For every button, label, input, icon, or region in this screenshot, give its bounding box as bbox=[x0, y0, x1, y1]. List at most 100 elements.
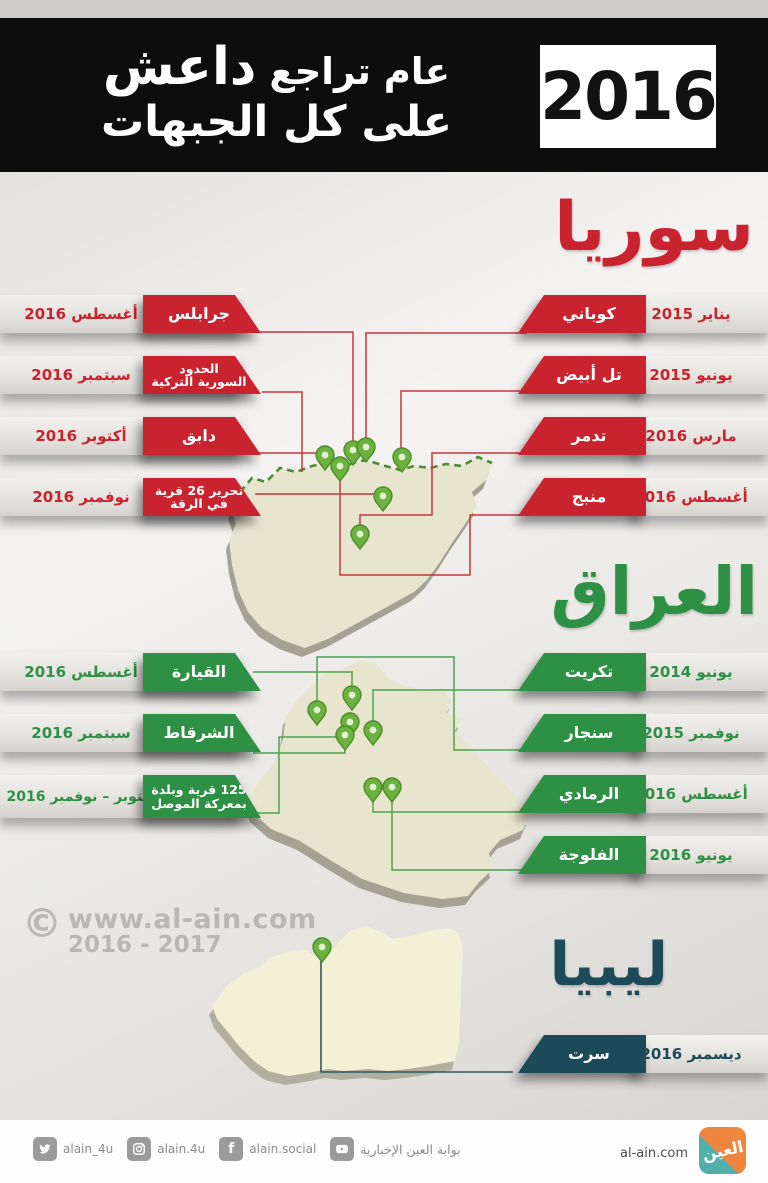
event-date: سبتمبر 2016 bbox=[31, 724, 131, 742]
site-url[interactable]: al-ain.com bbox=[620, 1146, 688, 1161]
event-place: تدمر bbox=[518, 417, 646, 455]
section-title-syria: سوريا bbox=[554, 188, 754, 267]
copyright-icon: © bbox=[22, 901, 62, 947]
event-date: نوفمبر 2015 bbox=[642, 724, 740, 742]
social-handle: alain_4u bbox=[63, 1142, 114, 1156]
pin bbox=[363, 777, 383, 804]
event-row-tikrit: يونيو 2014 تكريت bbox=[518, 653, 768, 691]
row-bar bbox=[630, 356, 768, 394]
pin bbox=[342, 685, 362, 712]
event-row-sirte: ديسمبر 2016 سرت bbox=[518, 1035, 768, 1073]
event-row-dabiq: أكتوبر 2016 دابق bbox=[0, 417, 255, 455]
event-date: أكتوبر 2016 bbox=[35, 427, 127, 445]
event-date: سبتمبر 2016 bbox=[31, 366, 131, 384]
event-place: سرت bbox=[518, 1035, 646, 1073]
event-place: كوباني bbox=[518, 295, 646, 333]
pin bbox=[340, 712, 360, 739]
row-bar bbox=[630, 775, 768, 813]
watermark-url: www.al-ain.com bbox=[68, 904, 317, 935]
pin bbox=[343, 440, 363, 467]
pin bbox=[373, 486, 393, 513]
alain-logo-text: العين bbox=[700, 1136, 745, 1165]
row-bar bbox=[630, 417, 768, 455]
event-place: الشرقاط bbox=[143, 714, 261, 752]
map-pins bbox=[307, 437, 412, 964]
watermark: © www.al-ain.com 2016 - 2017 bbox=[22, 901, 317, 958]
syria-map bbox=[226, 455, 493, 657]
event-place: دابق bbox=[143, 417, 261, 455]
event-place: الفلوجة bbox=[518, 836, 646, 874]
iraq-map bbox=[246, 660, 529, 908]
twitter-icon bbox=[33, 1137, 57, 1161]
event-row-turkish-border: سبتمبر 2016 الحدود السورية التركية bbox=[0, 356, 255, 394]
event-row-jarablus: أغسطس 2016 جرابلس bbox=[0, 295, 255, 333]
footer-bar: alain_4u alain.4u f alain.social بوابة ا… bbox=[0, 1120, 768, 1183]
alain-logo[interactable]: العين bbox=[699, 1127, 746, 1174]
event-row-manbij: أغسطس 2016 منبج bbox=[518, 478, 768, 516]
pin bbox=[315, 445, 335, 472]
event-date: يونيو 2014 bbox=[649, 663, 733, 681]
event-date: أغسطس 2016 bbox=[634, 785, 748, 803]
event-row-raqqa-villages: نوفمبر 2016 تحرير 26 قرية في الرقة bbox=[0, 478, 255, 516]
event-row-kobani: يناير 2015 كوباني bbox=[518, 295, 768, 333]
event-place: 125 قرية وبلدة بمعركة الموصل bbox=[143, 775, 261, 818]
event-place: تل أبيض bbox=[518, 356, 646, 394]
event-row-qayyarah: أغسطس 2016 القيارة bbox=[0, 653, 255, 691]
social-twitter[interactable]: alain_4u bbox=[33, 1137, 113, 1161]
event-place: القيارة bbox=[143, 653, 261, 691]
event-place: الرمادي bbox=[518, 775, 646, 813]
event-date: أكتوبر – نوفمبر 2016 bbox=[6, 788, 156, 805]
event-date: مارس 2016 bbox=[645, 427, 737, 445]
event-date: يناير 2015 bbox=[651, 305, 731, 323]
title-part-small: عام تراجع bbox=[269, 50, 451, 93]
event-date: أغسطس 2016 bbox=[24, 663, 138, 681]
event-row-tal-abyad: يونيو 2015 تل أبيض bbox=[518, 356, 768, 394]
top-strip bbox=[0, 0, 768, 18]
event-date: أغسطس 2016 bbox=[24, 305, 138, 323]
row-bar bbox=[630, 836, 768, 874]
event-place: الحدود السورية التركية bbox=[143, 356, 261, 394]
year-badge: 2016 bbox=[540, 45, 718, 148]
event-row-palmyra: مارس 2016 تدمر bbox=[518, 417, 768, 455]
event-place: تكريت bbox=[518, 653, 646, 691]
row-bar bbox=[630, 295, 768, 333]
pin bbox=[335, 725, 355, 752]
event-date: يونيو 2015 bbox=[649, 366, 733, 384]
youtube-icon bbox=[330, 1137, 355, 1161]
event-place: جرابلس bbox=[143, 295, 261, 333]
social-instagram[interactable]: alain.4u bbox=[127, 1137, 205, 1161]
watermark-years: 2016 - 2017 bbox=[68, 932, 222, 958]
pin bbox=[382, 777, 402, 804]
social-facebook[interactable]: f alain.social bbox=[219, 1137, 316, 1161]
social-links: alain_4u alain.4u f alain.social بوابة ا… bbox=[33, 1137, 461, 1161]
pin bbox=[363, 720, 383, 747]
event-date: أغسطس 2016 bbox=[634, 488, 748, 506]
pin bbox=[330, 456, 350, 483]
row-bar bbox=[630, 653, 768, 691]
syria-turkey-border-dashed bbox=[239, 455, 493, 493]
section-title-iraq: العراق bbox=[550, 553, 758, 630]
title-line2: على كل الجبهات bbox=[101, 97, 452, 148]
pin bbox=[356, 437, 376, 464]
event-row-fallujah: يونيو 2016 الفلوجة bbox=[518, 836, 768, 874]
event-date: يونيو 2016 bbox=[649, 846, 733, 864]
social-handle: بوابة العين الإخبارية bbox=[360, 1141, 461, 1157]
event-date: ديسمبر 2016 bbox=[640, 1045, 742, 1063]
facebook-icon: f bbox=[219, 1137, 244, 1161]
social-youtube[interactable]: بوابة العين الإخبارية bbox=[330, 1137, 461, 1161]
row-bar bbox=[630, 1035, 768, 1073]
event-row-mosul-battle: أكتوبر – نوفمبر 2016 125 قرية وبلدة بمعر… bbox=[0, 775, 255, 818]
pin bbox=[307, 700, 327, 727]
event-place: تحرير 26 قرية في الرقة bbox=[143, 478, 261, 516]
event-date: نوفمبر 2016 bbox=[32, 488, 130, 506]
libya-connector-lines bbox=[320, 960, 513, 1073]
event-row-ramadi: أغسطس 2016 الرمادي bbox=[518, 775, 768, 813]
pin bbox=[350, 524, 370, 551]
event-place: منبج bbox=[518, 478, 646, 516]
social-handle: alain.social bbox=[249, 1142, 317, 1156]
syria-connector-lines bbox=[253, 331, 548, 576]
title-part-big: داعش bbox=[102, 37, 257, 97]
row-bar bbox=[630, 714, 768, 752]
event-place: سنجار bbox=[518, 714, 646, 752]
